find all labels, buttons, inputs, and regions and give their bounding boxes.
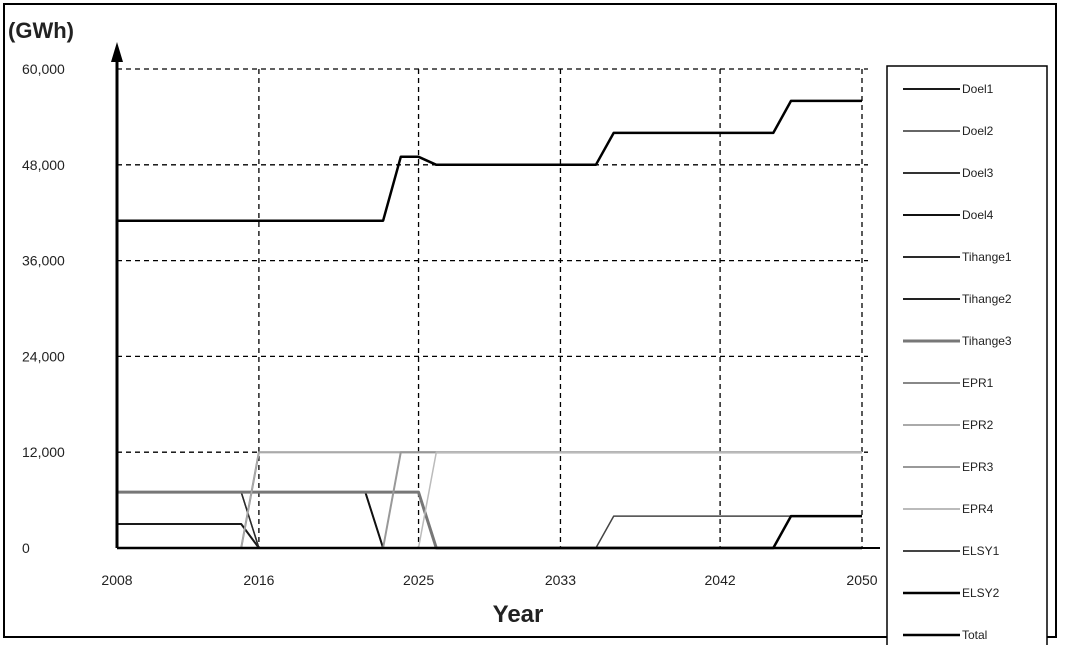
legend-label-tihange2: Tihange2 bbox=[962, 292, 1012, 306]
x-tick-label-3: 2033 bbox=[545, 572, 576, 588]
legend-label-epr3: EPR3 bbox=[962, 460, 994, 474]
x-tick-label-2: 2025 bbox=[403, 572, 434, 588]
legend-label-elsy2: ELSY2 bbox=[962, 586, 1000, 600]
x-tick-label-5: 2050 bbox=[846, 572, 877, 588]
y-tick-label-3: 36,000 bbox=[22, 253, 65, 269]
y-tick-label-5: 60,000 bbox=[22, 61, 65, 77]
y-tick-label-4: 48,000 bbox=[22, 157, 65, 173]
x-axis-title: Year bbox=[493, 601, 544, 628]
legend-label-tihange1: Tihange1 bbox=[962, 250, 1012, 264]
x-tick-label-1: 2016 bbox=[243, 572, 274, 588]
x-tick-label-0: 2008 bbox=[101, 572, 132, 588]
legend-label-epr4: EPR4 bbox=[962, 502, 994, 516]
y-tick-labels: 0 12,000 24,000 36,000 48,000 60,000 bbox=[22, 61, 65, 556]
legend-label-epr2: EPR2 bbox=[962, 418, 994, 432]
y-tick-label-0: 0 bbox=[22, 540, 30, 556]
y-tick-label-1: 12,000 bbox=[22, 444, 65, 460]
legend: Doel1 Doel2 Doel3 Doel4 Tihange1 Tihange2 Tiha… bbox=[903, 82, 1012, 642]
x-tick-label-4: 2042 bbox=[705, 572, 736, 588]
y-axis-arrow bbox=[111, 42, 123, 62]
y-axis-title: (GWh) bbox=[8, 18, 74, 43]
legend-label-doel2: Doel2 bbox=[962, 124, 994, 138]
x-tick-labels: 2008 2016 2025 2033 2042 2050 bbox=[101, 572, 877, 588]
legend-label-epr1: EPR1 bbox=[962, 376, 994, 390]
y-tick-label-2: 24,000 bbox=[22, 348, 65, 364]
legend-label-total: Total bbox=[962, 628, 987, 642]
legend-label-elsy1: ELSY1 bbox=[962, 544, 1000, 558]
legend-box bbox=[886, 65, 1048, 645]
legend-label-tihange3: Tihange3 bbox=[962, 334, 1012, 348]
legend-label-doel4: Doel4 bbox=[962, 208, 994, 222]
figure-frame bbox=[3, 3, 1057, 638]
series-line-total bbox=[117, 99, 862, 222]
legend-label-doel3: Doel3 bbox=[962, 166, 994, 180]
legend-label-doel1: Doel1 bbox=[962, 82, 994, 96]
